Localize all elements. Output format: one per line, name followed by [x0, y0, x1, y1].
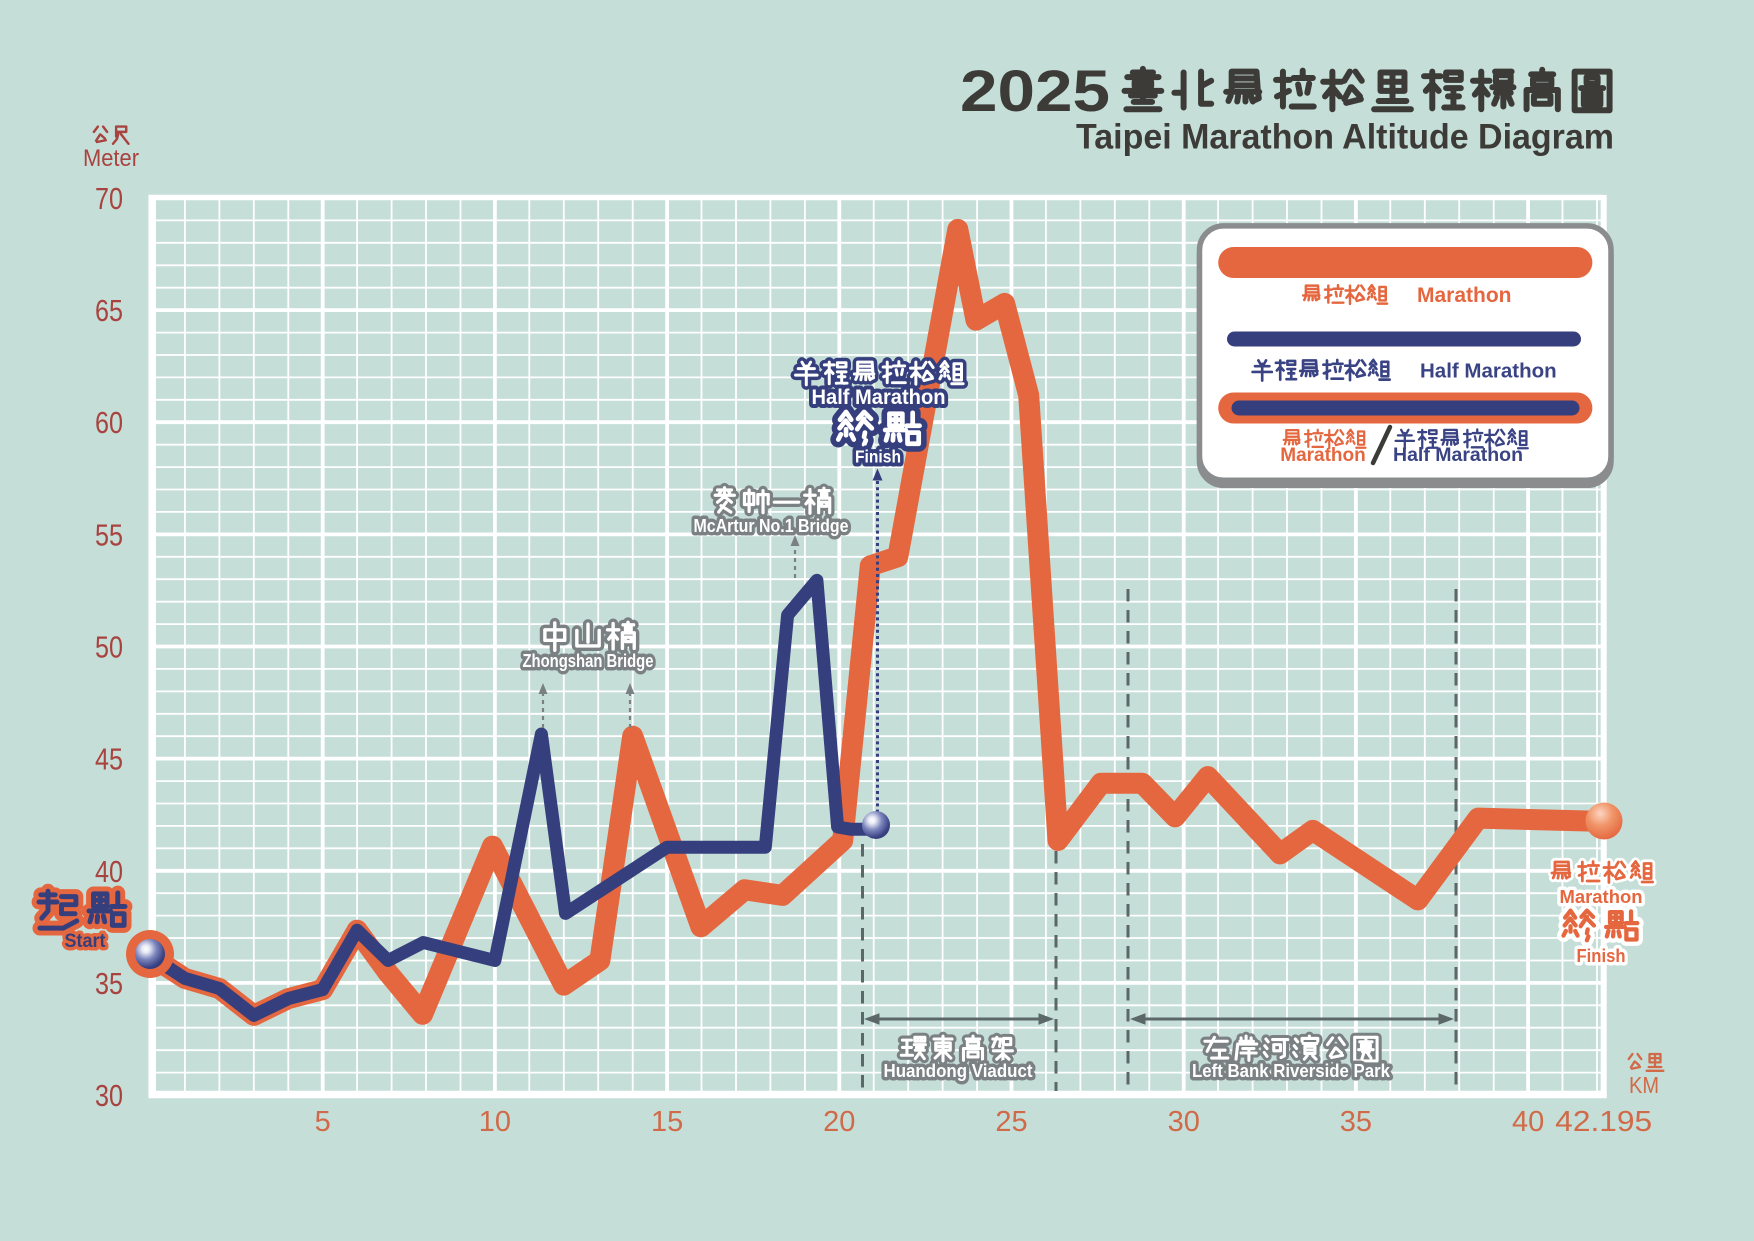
svg-text:70: 70: [95, 181, 123, 216]
svg-text:35: 35: [95, 966, 123, 1001]
svg-text:55: 55: [95, 517, 123, 552]
svg-text:Finish: Finish: [855, 447, 901, 467]
svg-text:20: 20: [823, 1106, 855, 1138]
svg-text:42.195: 42.195: [1555, 1106, 1652, 1138]
svg-text:30: 30: [95, 1078, 123, 1113]
svg-text:Left Bank Riverside Park: Left Bank Riverside Park: [1192, 1060, 1391, 1081]
svg-text:25: 25: [995, 1106, 1027, 1138]
svg-text:Marathon: Marathon: [1560, 886, 1643, 907]
svg-text:Finish: Finish: [1577, 945, 1626, 966]
svg-text:50: 50: [95, 630, 123, 665]
svg-text:40: 40: [1512, 1106, 1544, 1138]
svg-text:Taipei Marathon Altitude Diagr: Taipei Marathon Altitude Diagram: [1076, 118, 1614, 157]
svg-text:65: 65: [95, 293, 123, 328]
svg-text:2025: 2025: [960, 59, 1110, 124]
svg-text:60: 60: [95, 405, 123, 440]
svg-text:5: 5: [315, 1106, 331, 1138]
svg-text:Zhongshan Bridge: Zhongshan Bridge: [523, 650, 654, 671]
svg-text:Half Marathon: Half Marathon: [812, 386, 946, 409]
svg-text:McArtur No.1 Bridge: McArtur No.1 Bridge: [694, 516, 849, 536]
svg-text:45: 45: [95, 742, 123, 777]
svg-text:10: 10: [479, 1106, 511, 1138]
svg-text:15: 15: [651, 1106, 683, 1138]
svg-text:Meter: Meter: [83, 145, 139, 172]
svg-text:35: 35: [1340, 1106, 1372, 1138]
svg-text:Marathon: Marathon: [1280, 445, 1366, 466]
svg-text:Half Marathon: Half Marathon: [1420, 360, 1557, 383]
svg-text:Half Marathon: Half Marathon: [1393, 444, 1523, 466]
svg-text:30: 30: [1168, 1106, 1200, 1138]
svg-text:Start: Start: [65, 930, 106, 952]
svg-text:Marathon: Marathon: [1417, 284, 1512, 307]
svg-text:Huandong Viaduct: Huandong Viaduct: [884, 1060, 1033, 1081]
svg-text:40: 40: [95, 854, 123, 889]
svg-text:KM: KM: [1629, 1072, 1659, 1098]
